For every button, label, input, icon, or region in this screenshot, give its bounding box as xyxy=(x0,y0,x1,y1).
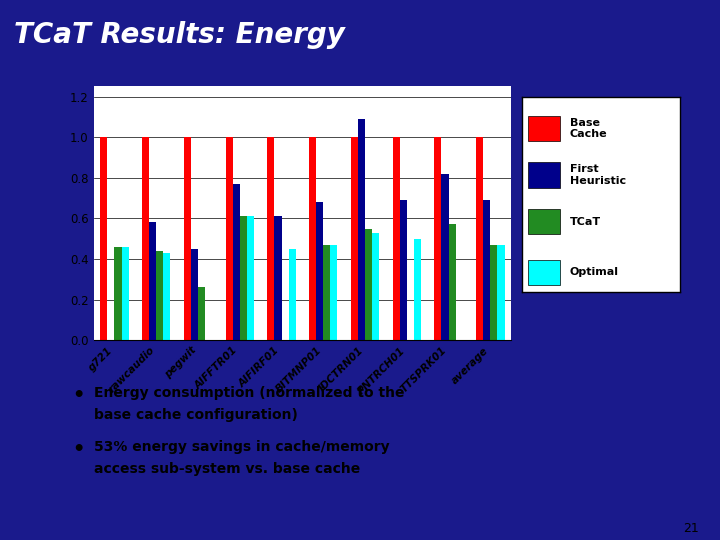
Bar xyxy=(498,245,505,340)
Bar xyxy=(163,253,171,340)
Bar xyxy=(365,228,372,340)
Bar xyxy=(114,247,122,340)
Bar xyxy=(414,239,421,340)
Text: Optimal: Optimal xyxy=(570,267,618,277)
Text: •: • xyxy=(72,440,84,459)
Bar xyxy=(233,184,240,340)
Bar xyxy=(267,137,274,340)
Bar xyxy=(274,217,282,340)
Bar xyxy=(184,137,191,340)
Bar xyxy=(191,249,198,340)
Bar xyxy=(323,245,330,340)
Bar xyxy=(449,225,456,340)
Text: 53% energy savings in cache/memory: 53% energy savings in cache/memory xyxy=(94,440,390,454)
Bar xyxy=(358,119,365,340)
Bar xyxy=(372,233,379,340)
Bar xyxy=(100,137,107,340)
Bar xyxy=(247,217,254,340)
Bar xyxy=(483,200,490,340)
Bar xyxy=(122,247,129,340)
Bar xyxy=(400,200,407,340)
Bar xyxy=(142,137,149,340)
Bar xyxy=(240,217,247,340)
Text: •: • xyxy=(72,386,84,405)
Bar xyxy=(434,137,441,340)
Bar xyxy=(528,163,560,187)
Text: First
Heuristic: First Heuristic xyxy=(570,164,626,186)
Bar xyxy=(490,245,498,340)
Text: Base
Cache: Base Cache xyxy=(570,118,607,139)
Text: 21: 21 xyxy=(683,522,698,535)
Bar xyxy=(149,222,156,340)
Bar xyxy=(289,249,296,340)
Bar xyxy=(351,137,358,340)
Bar xyxy=(198,287,205,340)
Bar xyxy=(225,137,233,340)
Bar xyxy=(528,209,560,234)
Bar xyxy=(316,202,323,340)
Bar xyxy=(441,174,449,340)
Text: Energy consumption (normalized to the: Energy consumption (normalized to the xyxy=(94,386,404,400)
Bar xyxy=(392,137,400,340)
Bar xyxy=(309,137,316,340)
Bar xyxy=(528,260,560,285)
Text: access sub-system vs. base cache: access sub-system vs. base cache xyxy=(94,462,360,476)
Text: base cache configuration): base cache configuration) xyxy=(94,408,297,422)
Bar xyxy=(156,251,163,340)
Text: TCaT Results: Energy: TCaT Results: Energy xyxy=(14,21,346,49)
Bar xyxy=(528,116,560,141)
Bar xyxy=(476,137,483,340)
Bar xyxy=(330,245,338,340)
Text: TCaT: TCaT xyxy=(570,217,600,227)
